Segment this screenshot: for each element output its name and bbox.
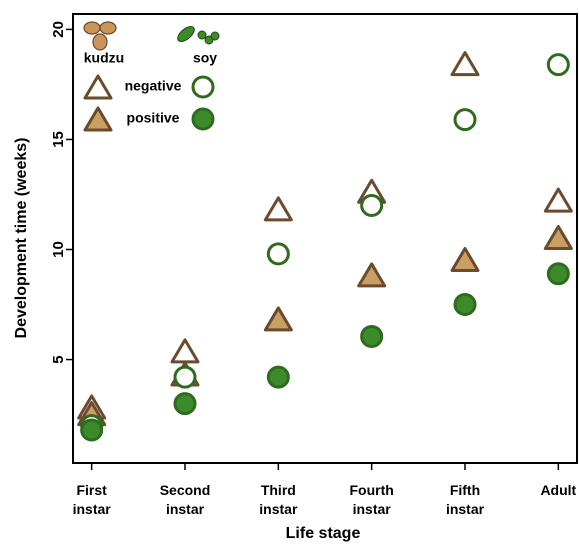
y-tick-label: 10 <box>50 241 67 258</box>
legend-label: negative <box>125 78 182 94</box>
point <box>359 264 385 286</box>
point <box>268 244 288 264</box>
legend-marker <box>85 76 111 98</box>
x-tick-label: Third instar <box>238 481 318 519</box>
x-tick-label: First instar <box>52 481 132 519</box>
x-tick-label: Second instar <box>145 481 225 519</box>
point <box>172 340 198 362</box>
legend-marker <box>193 109 213 129</box>
x-tick-label: Fourth instar <box>332 481 412 519</box>
legend-group-label: soy <box>193 50 217 66</box>
point <box>175 367 195 387</box>
point <box>82 420 102 440</box>
point <box>265 308 291 330</box>
chart: Development time (weeks) Life stage kudz… <box>0 0 579 544</box>
x-axis-label: Life stage <box>286 525 361 542</box>
y-axis-label: Development time (weeks) <box>13 138 30 339</box>
y-tick-label: 5 <box>50 355 67 363</box>
legend-label: positive <box>127 110 180 126</box>
point <box>268 367 288 387</box>
legend-marker <box>85 108 111 130</box>
chart-svg: Development time (weeks) Life stage kudz… <box>0 0 579 544</box>
soy-icon <box>175 24 219 45</box>
point <box>548 264 568 284</box>
legend-group-label: kudzu <box>84 50 124 66</box>
point <box>545 227 571 249</box>
point <box>265 198 291 220</box>
point <box>362 326 382 346</box>
point <box>362 195 382 215</box>
point <box>452 53 478 75</box>
point <box>548 55 568 75</box>
point <box>455 295 475 315</box>
x-tick-label: Adult <box>518 481 579 500</box>
kudzu-icon <box>84 22 116 50</box>
legend-marker <box>193 77 213 97</box>
point <box>175 394 195 414</box>
point <box>452 249 478 271</box>
x-tick-label: Fifth instar <box>425 481 505 519</box>
point <box>455 110 475 130</box>
point <box>545 189 571 211</box>
y-tick-label: 15 <box>50 131 67 148</box>
y-tick-label: 20 <box>50 21 67 38</box>
